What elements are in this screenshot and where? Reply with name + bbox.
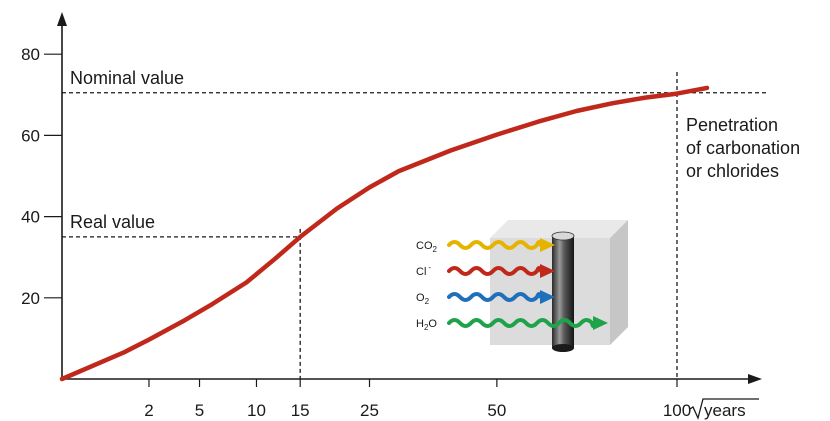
- reference-lines: [62, 72, 768, 379]
- nominal-value-label: Nominal value: [70, 68, 184, 88]
- x-tick-label: 5: [195, 401, 204, 420]
- species-arrowhead: [540, 264, 555, 278]
- real-value-label: Real value: [70, 212, 155, 232]
- rebar-bottom: [552, 344, 574, 352]
- x-tick-label: 25: [360, 401, 379, 420]
- block-side-face: [610, 220, 628, 345]
- penetration-annotation-line: or chlorides: [686, 161, 779, 181]
- y-axis-arrow: [57, 12, 67, 26]
- species-label: Cl -: [416, 263, 431, 278]
- y-tick-label: 20: [21, 289, 40, 308]
- sqrt-symbol: [689, 398, 759, 420]
- species-arrowhead: [540, 238, 555, 252]
- y-tick-label: 60: [21, 126, 40, 145]
- species-arrow-wave: [447, 292, 543, 302]
- block-front-face: [490, 238, 610, 345]
- curve-layer: [59, 85, 710, 382]
- species-label: CO2: [416, 240, 438, 254]
- y-tick-label: 40: [21, 208, 40, 227]
- penetration-annotation-line: of carbonation: [686, 138, 800, 158]
- x-tick-label: 100: [663, 401, 691, 420]
- labels: years Nominal value Real value Penetration o…: [70, 68, 800, 420]
- species-arrow-wave: [447, 266, 543, 276]
- block-top-face: [490, 220, 628, 238]
- x-tick-label: 50: [487, 401, 506, 420]
- x-axis-arrow: [748, 374, 762, 384]
- penetration-curve: [59, 85, 710, 382]
- x-tick-label: 2: [144, 401, 153, 420]
- rebar-top: [551, 231, 575, 241]
- inset-diagram: CO2 Cl - O2 H2O: [416, 220, 628, 352]
- axes: [57, 12, 762, 384]
- species-label: O2: [416, 292, 430, 306]
- species-arrow-wave: [447, 318, 596, 328]
- y-tick-label: 80: [21, 45, 40, 64]
- species-arrow-wave: [447, 240, 543, 250]
- rebar-body: [552, 236, 574, 348]
- x-tick-label: 15: [291, 401, 310, 420]
- species-label: H2O: [416, 318, 437, 332]
- species-arrowhead: [540, 290, 555, 304]
- x-tick-label: 10: [247, 401, 266, 420]
- species-arrowhead: [593, 316, 608, 330]
- penetration-annotation-line: Penetration: [686, 115, 778, 135]
- x-axis-label: years: [704, 401, 746, 420]
